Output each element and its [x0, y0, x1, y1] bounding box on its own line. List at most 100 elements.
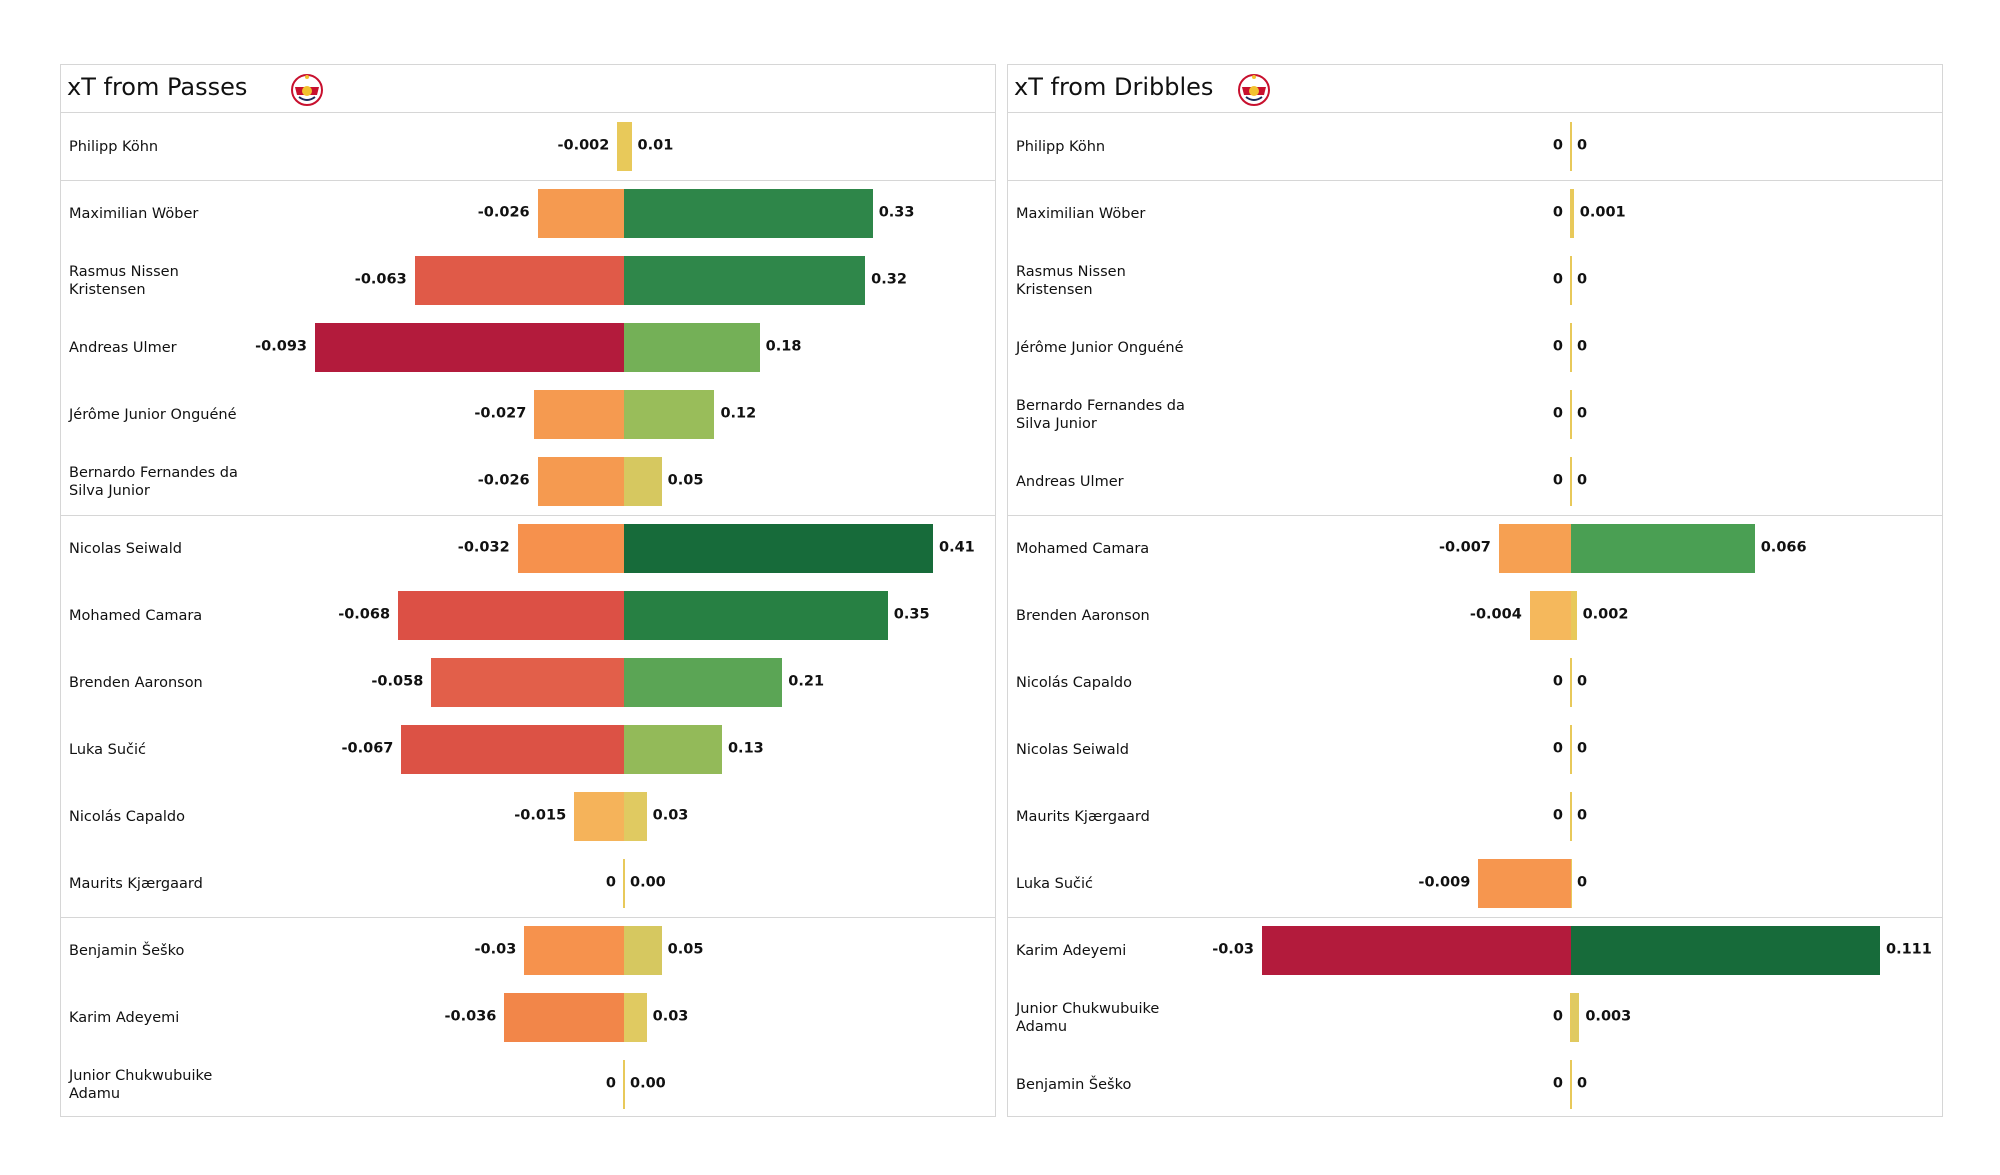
negative-bar — [537, 189, 624, 238]
negative-bar — [398, 591, 624, 640]
positive-bar — [1571, 993, 1580, 1042]
player-name: Brenden Aaronson — [69, 674, 203, 691]
team-logo-wrap — [289, 71, 325, 111]
negative-value-label: -0.067 — [341, 740, 394, 757]
negative-value-label: -0.002 — [557, 137, 610, 154]
negative-value-label: 0 — [1552, 271, 1563, 288]
positive-bar — [1571, 591, 1577, 640]
negative-value-label: -0.015 — [514, 807, 567, 824]
zero-line — [623, 1060, 625, 1109]
group-separator — [1008, 515, 1942, 516]
positive-value-label: 0.33 — [878, 204, 915, 221]
player-row: Junior Chukwubuike Adamu 0 0.00 — [61, 1051, 995, 1118]
positive-bar — [624, 189, 873, 238]
positive-value-label: 0.18 — [765, 338, 802, 355]
player-row: Benjamin Šeško 0 0 — [1008, 1051, 1942, 1118]
negative-bar — [504, 993, 624, 1042]
player-name: Jérôme Junior Onguéné — [1016, 339, 1184, 356]
negative-value-label: 0 — [1552, 807, 1563, 824]
negative-value-label: -0.004 — [1469, 606, 1522, 623]
positive-bar — [624, 524, 933, 573]
player-row: Karim Adeyemi -0.036 0.03 — [61, 984, 995, 1051]
player-name: Karim Adeyemi — [1016, 942, 1127, 959]
positive-value-label: 0.03 — [652, 1008, 689, 1025]
player-name: Maximilian Wöber — [1016, 205, 1146, 222]
negative-value-label: -0.093 — [255, 338, 307, 355]
positive-value-label: 0.01 — [637, 137, 674, 154]
positive-value-label: 0.35 — [893, 606, 930, 623]
player-row: Karim Adeyemi -0.03 0.111 — [1008, 917, 1942, 984]
positive-bar — [624, 792, 647, 841]
player-row: Nicolas Seiwald 0 0 — [1008, 716, 1942, 783]
player-row: Junior Chukwubuike Adamu 0 0.003 — [1008, 984, 1942, 1051]
negative-bar — [1478, 859, 1571, 908]
zero-line — [1570, 457, 1572, 506]
positive-value-label: 0 — [1577, 405, 1588, 422]
player-row: Rasmus Nissen Kristensen -0.063 0.32 — [61, 247, 995, 314]
negative-bar — [414, 256, 624, 305]
negative-bar — [1262, 926, 1571, 975]
positive-bar — [1571, 926, 1880, 975]
team-logo-wrap — [1236, 71, 1272, 111]
positive-bar — [624, 122, 632, 171]
zero-line — [1570, 122, 1572, 171]
positive-bar — [624, 457, 662, 506]
player-name: Nicolás Capaldo — [1016, 674, 1132, 691]
player-name: Philipp Köhn — [1016, 138, 1106, 155]
negative-bar — [574, 792, 624, 841]
positive-bar — [1571, 524, 1755, 573]
passes-panel: xT from Passes Philipp Köhn -0.002 0.01 Max… — [60, 64, 996, 1117]
negative-value-label: 0 — [1552, 204, 1563, 221]
player-row: Philipp Köhn 0 0 — [1008, 113, 1942, 180]
group-separator — [61, 515, 995, 516]
negative-value-label: -0.026 — [477, 472, 530, 489]
player-name: Bernardo Fernandes da Silva Junior — [69, 464, 238, 499]
player-name: Jérôme Junior Onguéné — [69, 406, 237, 423]
dribbles-panel: xT from Dribbles Philipp Köhn 0 0 Maximilia… — [1007, 64, 1943, 1117]
team-logo — [291, 74, 323, 106]
negative-value-label: -0.063 — [354, 271, 407, 288]
positive-bar — [624, 323, 760, 372]
positive-bar — [624, 591, 888, 640]
player-row: Mohamed Camara -0.068 0.35 — [61, 582, 995, 649]
positive-value-label: 0.32 — [871, 271, 907, 288]
positive-value-label: 0 — [1577, 137, 1588, 154]
player-row: Nicolás Capaldo -0.015 0.03 — [61, 783, 995, 850]
player-name: Benjamin Šeško — [69, 942, 185, 959]
zero-line — [1570, 1060, 1572, 1109]
negative-value-label: 0 — [1552, 137, 1563, 154]
positive-bar — [1571, 189, 1574, 238]
positive-bar — [624, 658, 783, 707]
positive-value-label: 0 — [1577, 740, 1588, 757]
player-name: Rasmus Nissen Kristensen — [69, 263, 179, 298]
player-name: Nicolás Capaldo — [69, 808, 185, 825]
negative-value-label: -0.03 — [474, 941, 517, 958]
player-name: Nicolas Seiwald — [1016, 741, 1129, 758]
group-separator — [1008, 917, 1942, 918]
player-row: Brenden Aaronson -0.004 0.002 — [1008, 582, 1942, 649]
player-row: Rasmus Nissen Kristensen 0 0 — [1008, 247, 1942, 314]
zero-line — [1570, 658, 1572, 707]
player-row: Maximilian Wöber -0.026 0.33 — [61, 180, 995, 247]
negative-bar — [524, 926, 624, 975]
positive-value-label: 0.12 — [720, 405, 757, 422]
positive-value-label: 0 — [1577, 807, 1588, 824]
zero-line — [1570, 725, 1572, 774]
chart-title: xT from Passes — [67, 73, 248, 101]
negative-bar — [537, 457, 624, 506]
negative-value-label: -0.026 — [477, 204, 530, 221]
negative-value-label: 0 — [1552, 673, 1563, 690]
group-separator — [1008, 180, 1942, 181]
player-row: Mohamed Camara -0.007 0.066 — [1008, 515, 1942, 582]
positive-value-label: 0.002 — [1582, 606, 1629, 623]
player-name: Philipp Köhn — [69, 138, 159, 155]
negative-value-label: -0.032 — [457, 539, 510, 556]
player-row: Nicolas Seiwald -0.032 0.41 — [61, 515, 995, 582]
player-name: Andreas Ulmer — [69, 339, 177, 356]
player-row: Nicolás Capaldo 0 0 — [1008, 649, 1942, 716]
player-name: Luka Sučić — [1016, 875, 1094, 892]
player-row: Bernardo Fernandes da Silva Junior -0.026… — [61, 448, 995, 515]
positive-value-label: 0.001 — [1579, 204, 1626, 221]
positive-bar — [624, 926, 662, 975]
positive-bar — [624, 390, 715, 439]
